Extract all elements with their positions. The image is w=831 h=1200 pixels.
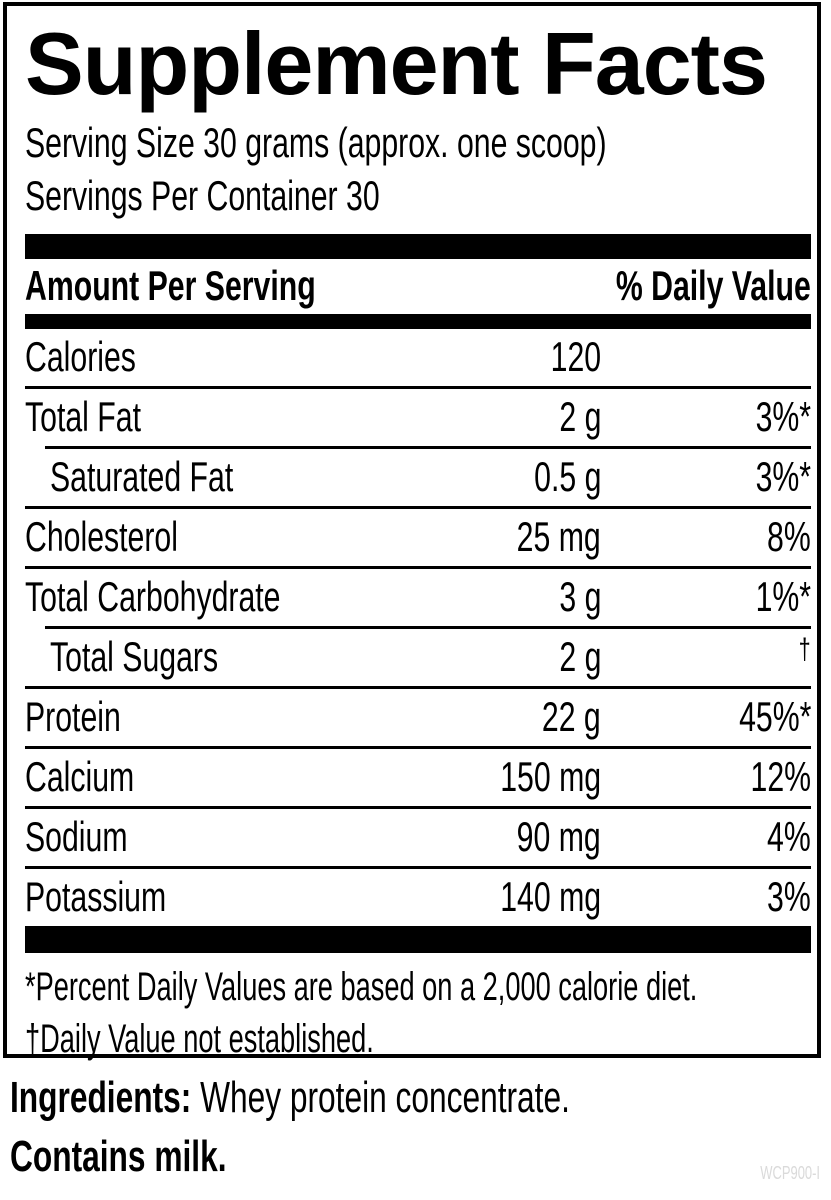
product-code: WCP900-I [760, 1163, 820, 1183]
nutrient-name: Protein [25, 693, 121, 741]
nutrient-row: Total Carbohydrate 3 g 1%* [25, 569, 811, 626]
amount-per-serving-header: Amount Per Serving [25, 262, 316, 310]
row-separator [25, 865, 811, 869]
nutrient-rows: Calories 120 Total Fat 2 g 3%* Saturated… [25, 329, 811, 926]
daily-value-header: % Daily Value [616, 262, 811, 310]
panel-title: Supplement Facts [25, 14, 768, 113]
ingredients-line: Ingredients: Whey protein concentrate. [10, 1068, 821, 1127]
divider-bar-bottom [25, 925, 811, 953]
nutrient-dv: 3%* [755, 453, 811, 501]
row-separator [25, 805, 811, 809]
nutrient-name: Potassium [25, 873, 167, 921]
row-separator [25, 565, 811, 569]
nutrient-name: Total Carbohydrate [25, 573, 281, 621]
nutrient-row: Total Fat 2 g 3%* [25, 389, 811, 446]
ingredients-text: Whey protein concentrate. [191, 1073, 570, 1122]
divider-bar-top [25, 233, 811, 259]
row-separator [25, 685, 811, 689]
nutrient-row: Sodium 90 mg 4% [25, 809, 811, 866]
row-separator [25, 505, 811, 509]
allergen-line: Contains milk. [10, 1127, 821, 1186]
row-separator [25, 745, 811, 749]
nutrient-row: Total Sugars 2 g † [25, 629, 811, 686]
nutrient-dv: 8% [767, 513, 811, 561]
nutrient-amount: 2 g [558, 393, 601, 441]
nutrient-dv: 1%* [755, 573, 811, 621]
footnotes: *Percent Daily Values are based on a 2,0… [25, 961, 811, 1065]
column-header-row: Amount Per Serving % Daily Value [25, 259, 811, 314]
nutrient-name: Cholesterol [25, 513, 178, 561]
servings-per-container-line: Servings Per Container 30 [25, 171, 380, 219]
nutrient-amount: 120 [550, 333, 601, 381]
nutrient-dv: 12% [750, 753, 811, 801]
nutrient-amount: 0.5 g [533, 453, 601, 501]
nutrient-row: Potassium 140 mg 3% [25, 869, 811, 926]
nutrient-amount: 90 mg [516, 813, 601, 861]
row-separator [25, 385, 811, 389]
below-panel-text: Ingredients: Whey protein concentrate. C… [10, 1068, 821, 1186]
nutrient-name: Sodium [25, 813, 128, 861]
nutrient-dv: 3%* [755, 393, 811, 441]
nutrient-name: Calcium [25, 753, 135, 801]
nutrient-amount: 3 g [558, 573, 601, 621]
serving-info: Serving Size 30 grams (approx. one scoop… [25, 116, 811, 222]
nutrient-row: Calcium 150 mg 12% [25, 749, 811, 806]
row-separator [45, 445, 811, 449]
allergen-text: Contains milk. [10, 1132, 227, 1181]
nutrient-row: Protein 22 g 45%* [25, 689, 811, 746]
nutrient-name: Saturated Fat [50, 453, 234, 501]
percent-dv-footnote: *Percent Daily Values are based on a 2,0… [25, 964, 698, 1009]
nutrient-dv: 3% [767, 873, 811, 921]
dagger-footnote: †Daily Value not established. [25, 1016, 374, 1061]
nutrient-amount: 25 mg [516, 513, 601, 561]
supplement-facts-panel: Supplement Facts Serving Size 30 grams (… [3, 2, 821, 1061]
nutrient-row: Saturated Fat 0.5 g 3%* [25, 449, 811, 506]
nutrient-dv: 45%* [738, 693, 811, 741]
nutrient-name: Total Fat [25, 393, 141, 441]
nutrient-row: Cholesterol 25 mg 8% [25, 509, 811, 566]
ingredients-heading: Ingredients: [10, 1073, 192, 1122]
nutrient-amount: 22 g [542, 693, 601, 741]
nutrient-amount: 2 g [558, 633, 601, 681]
nutrient-dv: 4% [767, 813, 811, 861]
nutrient-amount: 140 mg [500, 873, 601, 921]
divider-bar-header [25, 313, 811, 329]
nutrient-name: Total Sugars [50, 633, 219, 681]
row-separator [45, 625, 811, 629]
nutrient-dv: † [798, 632, 811, 666]
serving-size-line: Serving Size 30 grams (approx. one scoop… [25, 118, 607, 166]
nutrient-name: Calories [25, 333, 136, 381]
nutrient-amount: 150 mg [500, 753, 601, 801]
nutrient-row: Calories 120 [25, 329, 811, 386]
